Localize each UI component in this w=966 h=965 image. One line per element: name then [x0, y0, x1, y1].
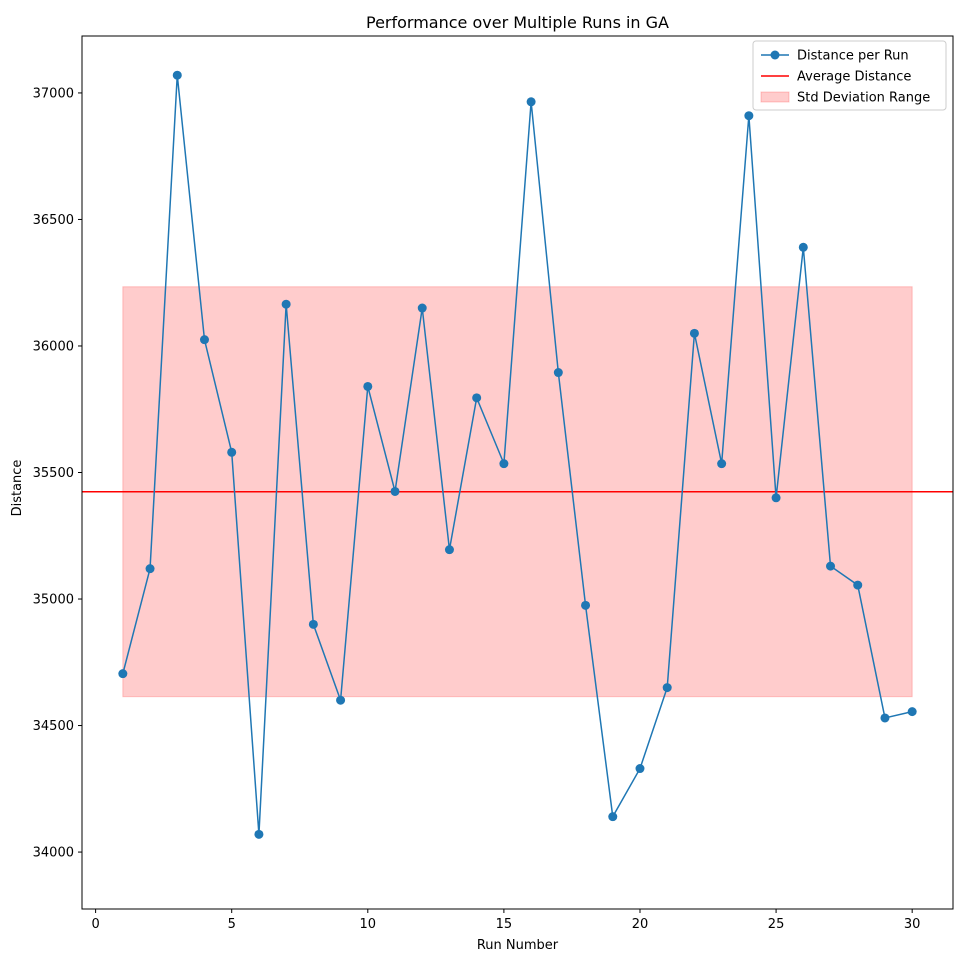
y-axis-label: Distance: [10, 460, 25, 517]
data-point: [444, 545, 454, 555]
y-tick-label: 37000: [33, 86, 74, 101]
data-point: [227, 447, 237, 457]
data-point: [662, 683, 672, 693]
data-point: [172, 70, 182, 80]
legend-label-std: Std Deviation Range: [797, 91, 930, 106]
data-point: [826, 561, 836, 571]
data-point: [880, 713, 890, 723]
data-point: [853, 580, 863, 590]
data-point: [499, 459, 509, 469]
data-point: [798, 242, 808, 252]
x-tick-label: 0: [91, 917, 99, 932]
legend: Distance per Run Average Distance Std De…: [752, 40, 947, 111]
x-tick-label: 20: [632, 917, 649, 932]
data-point: [472, 393, 482, 403]
data-point: [581, 600, 591, 610]
x-tick-label: 30: [904, 917, 921, 932]
data-point: [336, 695, 346, 705]
data-point: [145, 564, 155, 574]
y-tick-label: 34500: [33, 719, 74, 734]
legend-frame: [752, 40, 947, 111]
data-point: [526, 97, 536, 107]
y-tick-label: 36000: [33, 339, 74, 354]
data-point: [363, 381, 373, 391]
legend-label-average: Average Distance: [797, 70, 911, 85]
data-point: [907, 707, 917, 717]
data-point: [717, 459, 727, 469]
data-point: [608, 812, 618, 822]
chart-title: Performance over Multiple Runs in GA: [366, 13, 669, 32]
legend-label-distance: Distance per Run: [797, 49, 909, 64]
data-point: [771, 493, 781, 503]
data-point: [308, 619, 318, 629]
x-tick-label: 10: [360, 917, 377, 932]
data-point: [281, 299, 291, 309]
data-point: [417, 303, 427, 313]
data-point: [390, 486, 400, 496]
data-point: [635, 764, 645, 774]
data-point: [689, 328, 699, 338]
plot-area: 0 5 10 15 20 25 30 34000 34500 35000 35500 36000 365…: [33, 35, 954, 932]
data-point: [254, 829, 264, 839]
data-point: [744, 111, 754, 121]
x-tick-label: 15: [496, 917, 513, 932]
x-tick-label: 5: [228, 917, 236, 932]
legend-marker-distance: [770, 50, 780, 60]
legend-patch-std: [760, 91, 790, 103]
x-axis-label: Run Number: [477, 938, 559, 953]
data-point: [199, 335, 209, 345]
series-line: [122, 75, 913, 835]
y-tick-label: 35500: [33, 466, 74, 481]
data-point: [553, 368, 563, 378]
y-tick-label: 35000: [33, 593, 74, 608]
data-point: [118, 669, 128, 679]
y-tick-label: 36500: [33, 213, 74, 228]
x-tick-label: 25: [768, 917, 785, 932]
y-tick-label: 34000: [33, 846, 74, 861]
